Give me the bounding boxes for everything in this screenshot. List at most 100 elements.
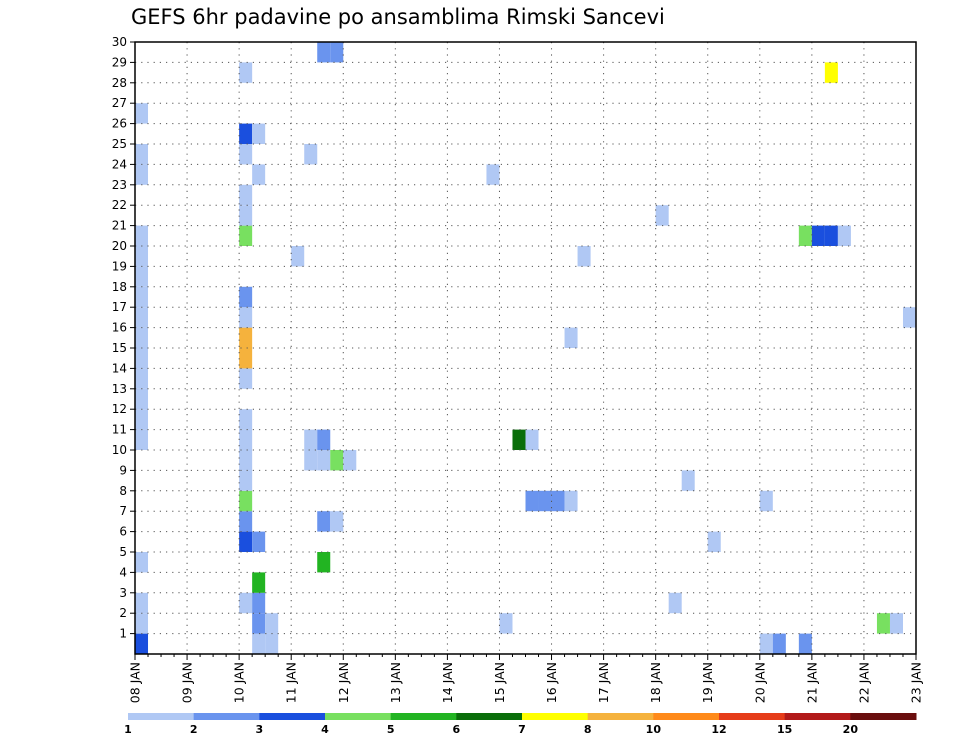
precip-cell xyxy=(252,123,266,144)
precip-cell xyxy=(525,490,539,512)
colorbar-label: 15 xyxy=(777,723,792,736)
precip-cell xyxy=(239,205,253,226)
y-tick-label: 14 xyxy=(112,361,127,375)
precip-cell xyxy=(291,246,305,267)
x-tick-label: 09 JAN xyxy=(180,662,195,703)
x-tick-label: 13 JAN xyxy=(388,662,403,703)
colorbar-label: 2 xyxy=(190,723,198,736)
precip-cell xyxy=(317,450,331,471)
precip-cell xyxy=(135,103,149,124)
colorbar-label: 5 xyxy=(387,723,395,736)
precip-cell xyxy=(135,164,149,185)
precip-cell xyxy=(902,307,916,328)
precip-cell xyxy=(798,633,812,654)
x-axis-ticks: 08 JAN 09 JAN 10 JAN 11 JAN 12 JAN 13 JAN 14 J… xyxy=(128,654,924,703)
precip-cell xyxy=(252,613,266,634)
precipitation-cells xyxy=(135,42,916,654)
x-tick-label: 22 JAN xyxy=(856,662,871,703)
colorbar-swatch xyxy=(390,713,457,720)
precip-cell xyxy=(538,490,552,512)
y-tick-label: 10 xyxy=(112,443,127,457)
precip-cell xyxy=(239,225,253,246)
y-tick-label: 22 xyxy=(112,198,127,212)
y-tick-label: 23 xyxy=(112,178,127,192)
precip-cell xyxy=(499,613,513,634)
precip-cell xyxy=(135,327,149,348)
precip-cell xyxy=(512,429,526,450)
precip-cell xyxy=(135,552,149,573)
precip-cell xyxy=(239,144,253,165)
precip-cell xyxy=(239,286,253,308)
precip-cell xyxy=(330,450,344,471)
precip-cell xyxy=(252,633,266,654)
colorbar-swatch xyxy=(325,713,392,720)
precip-cell xyxy=(486,164,500,185)
precip-cell xyxy=(135,409,149,430)
precip-cell xyxy=(252,592,266,614)
precip-cell xyxy=(759,633,773,654)
precip-cell xyxy=(759,490,773,512)
precip-cell xyxy=(330,511,344,532)
precip-cell xyxy=(135,348,149,369)
x-tick-label: 16 JAN xyxy=(544,662,559,703)
precip-cell xyxy=(239,470,253,491)
precip-cell xyxy=(239,184,253,206)
precip-cell xyxy=(343,450,357,471)
precip-cell xyxy=(239,592,253,614)
y-tick-label: 9 xyxy=(119,463,127,477)
precip-cell xyxy=(252,572,266,593)
y-tick-label: 27 xyxy=(112,96,127,110)
colorbar-swatch xyxy=(522,713,589,720)
precip-cell xyxy=(135,388,149,410)
y-tick-label: 12 xyxy=(112,402,127,416)
y-tick-label: 15 xyxy=(112,341,127,355)
precip-cell xyxy=(551,490,565,512)
precip-cell xyxy=(681,470,695,491)
x-tick-label: 15 JAN xyxy=(492,662,507,703)
precip-cell xyxy=(239,348,253,369)
x-tick-label: 18 JAN xyxy=(648,662,663,703)
precip-cell xyxy=(655,205,669,226)
precip-cell xyxy=(772,633,786,654)
precip-cell xyxy=(135,633,149,654)
x-tick-label: 12 JAN xyxy=(336,662,351,703)
precip-cell xyxy=(239,511,253,532)
x-tick-label: 11 JAN xyxy=(284,662,299,703)
precip-cell xyxy=(811,225,825,246)
chart-title: GEFS 6hr padavine po ansamblima Rimski S… xyxy=(131,5,665,29)
colorbar-label: 1 xyxy=(124,723,132,736)
y-tick-label: 2 xyxy=(119,606,127,620)
precip-cell xyxy=(135,286,149,308)
precip-cell xyxy=(824,62,838,83)
precip-cell xyxy=(239,531,253,552)
precip-cell xyxy=(330,42,344,63)
precip-cell xyxy=(135,246,149,267)
colorbar-label: 3 xyxy=(256,723,264,736)
precip-cell xyxy=(239,429,253,450)
precip-cell xyxy=(265,633,279,654)
x-tick-label: 19 JAN xyxy=(700,662,715,703)
precip-cell xyxy=(239,123,253,144)
y-tick-label: 16 xyxy=(112,321,127,335)
precip-cell xyxy=(317,429,331,450)
x-tick-label: 21 JAN xyxy=(804,662,819,703)
precip-cell xyxy=(798,225,812,246)
colorbar-label: 4 xyxy=(321,723,329,736)
y-tick-label: 26 xyxy=(112,117,127,131)
y-tick-label: 11 xyxy=(112,423,127,437)
precip-cell xyxy=(239,307,253,328)
precip-cell xyxy=(304,144,318,165)
y-tick-label: 25 xyxy=(112,137,127,151)
y-tick-label: 30 xyxy=(112,35,127,49)
precip-cell xyxy=(239,450,253,471)
y-tick-label: 5 xyxy=(119,545,127,559)
precip-cell xyxy=(135,307,149,328)
precip-cell xyxy=(252,164,266,185)
colorbar-label: 7 xyxy=(518,723,526,736)
colorbar-swatch xyxy=(719,713,786,720)
precip-cell xyxy=(889,613,903,634)
precip-cell xyxy=(135,144,149,165)
precip-cell xyxy=(525,429,539,450)
colorbar-label: 20 xyxy=(843,723,859,736)
